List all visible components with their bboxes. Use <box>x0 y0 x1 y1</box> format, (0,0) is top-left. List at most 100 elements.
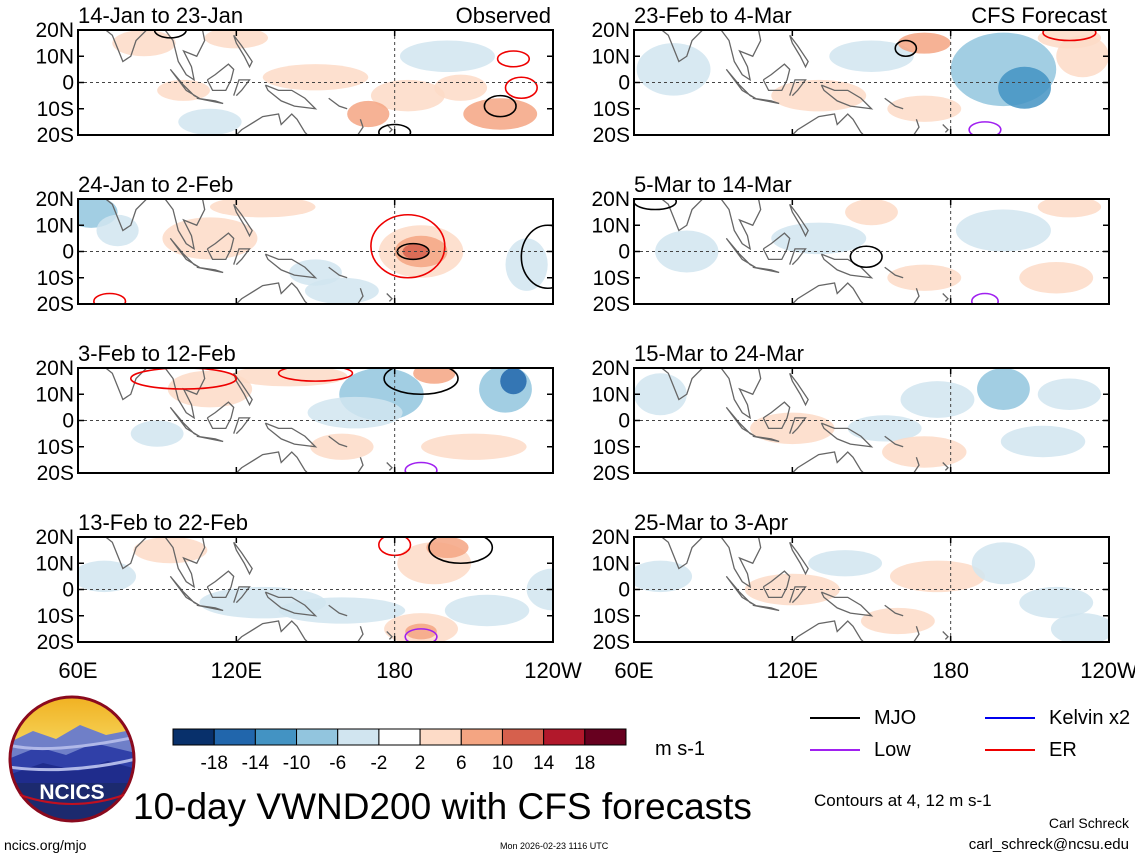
coastline <box>762 570 791 599</box>
coastline <box>233 417 251 435</box>
legend-item-low: Low <box>810 738 911 762</box>
coastline <box>233 372 253 407</box>
coastline <box>789 79 807 97</box>
contour-mjo <box>483 94 517 118</box>
anomaly-blob <box>1050 613 1109 642</box>
anomaly-blob <box>1019 586 1094 619</box>
y-tick-label: 20N <box>591 526 630 549</box>
colorbar-swatch <box>419 728 462 746</box>
coastline <box>942 462 949 471</box>
contour-mjo <box>383 368 459 396</box>
legend-item-er: ER <box>985 738 1077 762</box>
y-tick-label: 20N <box>35 357 74 380</box>
y-tick-label: 10N <box>591 383 630 406</box>
coastline <box>206 570 235 599</box>
y-tick-label: 0 <box>62 72 74 95</box>
panel-title: 5-Mar to 14-Mar <box>634 172 792 197</box>
coastline <box>104 368 148 401</box>
anomaly-blob <box>1019 262 1094 294</box>
coastline <box>233 248 251 266</box>
y-tick-label: 10S <box>593 605 630 628</box>
anomaly-blob <box>278 597 406 624</box>
y-tick-label: 20S <box>37 462 74 485</box>
y-tick-label: 20N <box>591 357 630 380</box>
site-link[interactable]: ncics.org/mjo <box>4 837 87 853</box>
y-tick-label: 10S <box>593 436 630 459</box>
contour-mjo <box>153 30 187 39</box>
anomaly-blob <box>887 95 962 122</box>
colorbar-label: 18 <box>574 753 595 774</box>
coastline <box>264 422 318 448</box>
y-tick-label: 10N <box>591 552 630 575</box>
coastline <box>789 34 809 69</box>
y-tick-label: 20S <box>37 631 74 654</box>
panel-obs2: 20N 10N 0 10S 20S 24-Jan to 2-Feb <box>35 172 554 316</box>
colorbar-swatch <box>460 728 503 746</box>
coastline <box>386 293 393 302</box>
y-tick-label: 0 <box>618 241 630 264</box>
coastline <box>791 620 865 642</box>
colorbar: -18 -14 -10 -6 -2 2 6 10 14 18 <box>172 728 627 774</box>
y-tick-label: 10S <box>37 436 74 459</box>
coastline <box>792 189 795 194</box>
y-tick-label: 20S <box>593 124 630 147</box>
coastline <box>328 97 348 110</box>
y-tick-label: 10S <box>593 267 630 290</box>
y-tick-label: 10N <box>35 45 74 68</box>
coastline <box>357 288 364 304</box>
colorbar-swatch <box>213 728 256 746</box>
contour-low <box>970 292 999 304</box>
anomaly-blob <box>887 264 962 291</box>
anomaly-blob <box>526 568 553 611</box>
anomaly-blob <box>112 30 176 57</box>
y-tick-label: 20N <box>591 188 630 211</box>
coastline <box>791 113 865 135</box>
legend: MJO Kelvin x2 Low ER <box>810 706 1135 766</box>
anomaly-blob <box>847 415 922 442</box>
anomaly-blob <box>971 542 1036 585</box>
anomaly-blob <box>1000 425 1086 458</box>
anomaly-blob <box>900 381 975 418</box>
contour-low <box>404 461 438 473</box>
coastline <box>206 63 235 92</box>
panel-obs1: 20N 10N 0 10S 20S 14-Jan to 23-Jan Observed <box>35 3 554 147</box>
coastline <box>386 631 393 640</box>
coastline <box>233 34 253 69</box>
x-tick-label: 180 <box>376 658 413 683</box>
contour-mjo <box>849 245 883 269</box>
ncics-logo: NCICS <box>8 695 136 823</box>
coastline <box>357 457 364 473</box>
coastline <box>720 368 762 420</box>
coastline <box>386 462 393 471</box>
panel-title: 24-Jan to 2-Feb <box>78 172 233 197</box>
contour-er <box>277 368 354 382</box>
coastline <box>789 248 807 266</box>
coastline <box>104 537 148 570</box>
contour-er <box>1042 30 1097 42</box>
colorbar-swatch <box>378 728 421 746</box>
coastline <box>762 401 791 430</box>
colorbar-swatch <box>501 728 545 746</box>
colorbar-swatch <box>296 728 339 746</box>
author-email[interactable]: carl_schreck@ncsu.edu <box>968 836 1129 853</box>
y-tick-label: 10S <box>37 267 74 290</box>
coastline <box>942 631 949 640</box>
x-tick-label: 120W <box>524 658 582 683</box>
y-tick-label: 20N <box>591 19 630 42</box>
contour-er <box>129 368 238 390</box>
coastline <box>196 604 224 612</box>
contour-er <box>504 76 538 100</box>
coastline <box>942 124 949 133</box>
coastline <box>206 232 235 261</box>
colorbar-label: -18 <box>200 753 227 774</box>
y-tick-label: 10N <box>35 552 74 575</box>
colorbar-swatch <box>543 728 586 746</box>
coastline <box>762 63 791 92</box>
chart-panels: 20N 10N 0 10S 20S 14-Jan to 23-Jan Observed 20N… <box>35 3 1135 683</box>
coastline <box>196 435 224 443</box>
y-tick-label: 10N <box>591 214 630 237</box>
coastline <box>942 293 949 302</box>
y-tick-label: 0 <box>62 579 74 602</box>
anomaly-blob <box>262 64 369 91</box>
colorbar-swatch <box>172 728 215 746</box>
